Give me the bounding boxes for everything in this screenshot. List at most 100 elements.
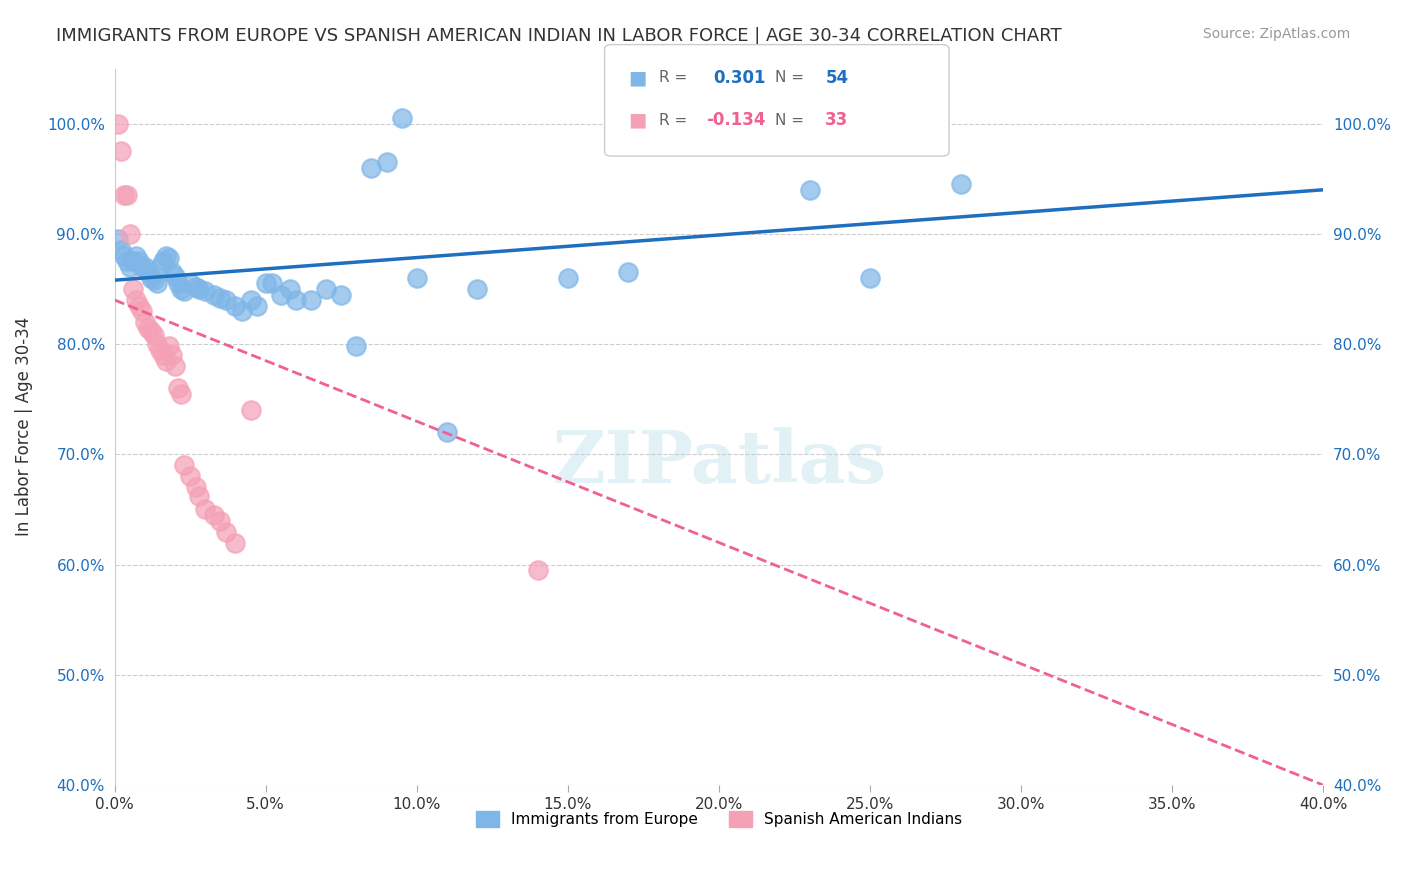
Text: ■: ■ (628, 68, 647, 87)
Point (131, 260, 153, 274)
Point (239, 293, 262, 307)
Point (224, 535, 246, 549)
Point (202, 287, 225, 301)
Point (405, 271, 427, 285)
Point (136, 265, 159, 279)
Point (173, 284, 195, 298)
Point (254, 277, 277, 291)
Point (179, 469, 201, 483)
Point (391, 111, 413, 125)
Point (155, 353, 177, 368)
Point (134, 315, 156, 329)
Text: N =: N = (775, 113, 808, 128)
Point (118, 227, 141, 241)
Point (149, 260, 172, 274)
Text: IMMIGRANTS FROM EUROPE VS SPANISH AMERICAN INDIAN IN LABOR FORCE | AGE 30-34 COR: IMMIGRANTS FROM EUROPE VS SPANISH AMERIC… (56, 27, 1062, 45)
Text: 54: 54 (825, 69, 848, 87)
Point (128, 254, 150, 268)
Text: R =: R = (659, 113, 693, 128)
Point (344, 339, 367, 353)
Point (125, 249, 148, 263)
Point (157, 251, 180, 265)
Point (194, 284, 217, 298)
Point (131, 304, 153, 318)
Point (209, 291, 232, 305)
Point (149, 343, 172, 357)
Text: N =: N = (775, 70, 808, 85)
Point (202, 508, 225, 522)
Point (170, 282, 193, 296)
Text: ZIPatlas: ZIPatlas (553, 427, 886, 498)
Point (110, 244, 132, 258)
Point (188, 282, 211, 296)
Point (260, 277, 283, 291)
Point (170, 386, 193, 401)
Point (215, 293, 238, 307)
Legend: Immigrants from Europe, Spanish American Indians: Immigrants from Europe, Spanish American… (468, 804, 970, 835)
Point (799, 183, 821, 197)
Point (330, 287, 353, 301)
Point (315, 282, 337, 296)
Point (465, 282, 488, 296)
Point (115, 254, 138, 268)
Point (167, 381, 190, 395)
Point (134, 260, 156, 274)
Point (136, 320, 159, 334)
Point (160, 348, 183, 362)
Point (526, 563, 548, 577)
Text: 0.301: 0.301 (713, 69, 765, 87)
Point (231, 304, 253, 318)
Text: ■: ■ (628, 111, 647, 130)
Y-axis label: In Labor Force | Age 30-34: In Labor Force | Age 30-34 (15, 318, 32, 536)
Point (859, 271, 882, 285)
Point (152, 254, 174, 268)
Point (107, 232, 129, 246)
Point (110, 145, 132, 159)
Point (112, 249, 135, 263)
Point (142, 273, 165, 287)
Point (107, 117, 129, 131)
Point (157, 339, 180, 353)
Point (436, 425, 458, 440)
Point (557, 271, 579, 285)
Point (125, 293, 148, 307)
Point (128, 299, 150, 313)
Point (224, 299, 246, 313)
Point (112, 188, 135, 202)
Point (186, 280, 208, 294)
Point (146, 277, 169, 291)
Point (215, 524, 238, 539)
Point (139, 271, 162, 285)
Point (115, 188, 138, 202)
Point (246, 299, 269, 313)
Point (121, 254, 143, 268)
Text: 33: 33 (825, 112, 849, 129)
Point (949, 178, 972, 192)
Point (142, 328, 165, 343)
Text: -0.134: -0.134 (706, 112, 765, 129)
Point (121, 282, 143, 296)
Point (118, 260, 141, 274)
Point (284, 293, 307, 307)
Point (160, 265, 183, 279)
Point (163, 268, 186, 283)
Point (139, 324, 162, 338)
Point (173, 458, 195, 473)
Point (239, 403, 262, 417)
Point (179, 277, 201, 291)
Point (270, 287, 292, 301)
Point (152, 348, 174, 362)
Point (375, 155, 398, 169)
Point (360, 161, 382, 175)
Point (617, 265, 640, 279)
Point (155, 249, 177, 263)
Point (163, 359, 186, 374)
Point (167, 277, 190, 291)
Point (209, 514, 232, 528)
Text: Source: ZipAtlas.com: Source: ZipAtlas.com (1202, 27, 1350, 41)
Point (278, 282, 301, 296)
Point (188, 489, 211, 503)
Point (186, 480, 208, 494)
Point (146, 337, 169, 351)
Text: R =: R = (659, 70, 693, 85)
